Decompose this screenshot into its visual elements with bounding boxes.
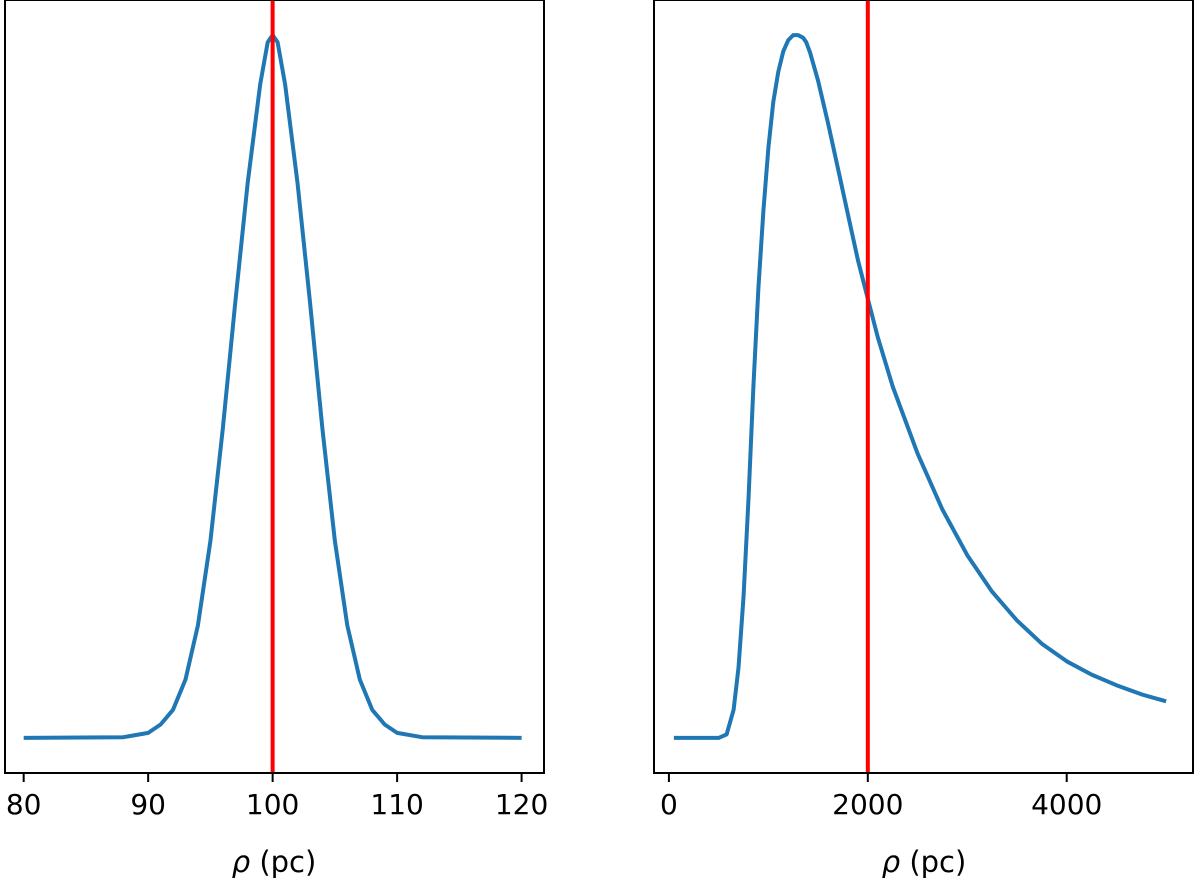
left-panel: 80 90 100 110 120 ρ (pc) — [4, 0, 548, 879]
right-x-axis-symbol: ρ — [882, 845, 901, 879]
right-axes-frame — [653, 0, 1194, 774]
left-x-ticks: 80 90 100 110 120 — [6, 773, 548, 821]
right-x-tick-label: 2000 — [832, 788, 903, 821]
left-x-axis-unit: (pc) — [250, 845, 316, 879]
right-posterior-curve — [673, 33, 1167, 740]
left-axes-frame — [4, 0, 545, 774]
right-x-axis-unit: (pc) — [900, 845, 966, 879]
left-x-axis-symbol: ρ — [232, 845, 251, 879]
right-x-axis-label: ρ (pc) — [882, 845, 967, 879]
right-panel: 0 2000 4000 ρ (pc) — [653, 0, 1194, 879]
left-x-tick-label: 120 — [495, 788, 548, 821]
right-x-tick-label: 4000 — [1031, 788, 1102, 821]
left-x-tick-label: 80 — [6, 788, 42, 821]
left-x-tick-label: 100 — [246, 788, 299, 821]
right-x-ticks: 0 2000 4000 — [660, 773, 1102, 821]
left-x-tick-label: 110 — [370, 788, 423, 821]
left-x-tick-label: 90 — [130, 788, 166, 821]
right-x-tick-label: 0 — [660, 788, 678, 821]
left-x-axis-label: ρ (pc) — [232, 845, 317, 879]
